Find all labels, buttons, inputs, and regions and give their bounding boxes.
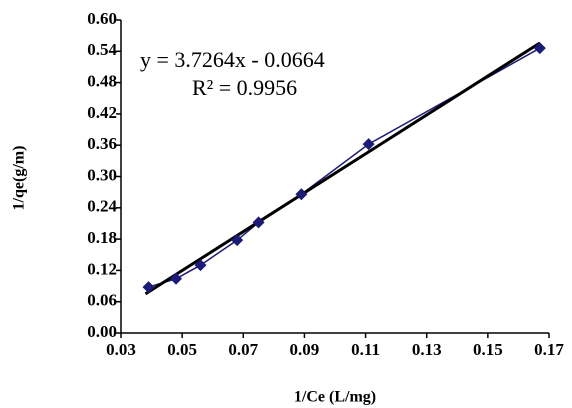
trendline [144, 41, 541, 296]
y-tick-label: 0.60 [87, 9, 117, 28]
y-tick-label: 0.18 [87, 228, 117, 247]
x-axis-title: 1/Ce (L/mg) [294, 389, 376, 406]
y-tick-label: 0.48 [87, 72, 117, 91]
point [252, 216, 265, 229]
y-tick-label: 0.24 [87, 197, 117, 216]
equation: y = 3.7264x - 0.0664 [140, 47, 325, 72]
y-tick-label: 0.12 [87, 259, 117, 278]
x-tick-label: 0.05 [167, 340, 197, 359]
x-tick-label: 0.11 [351, 340, 380, 359]
point [231, 234, 244, 247]
y-tick-label: 0.06 [87, 291, 117, 310]
point [142, 281, 155, 294]
x-tick-label: 0.07 [228, 340, 258, 359]
x-tick-label: 0.03 [106, 340, 136, 359]
x-tick-label: 0.09 [290, 340, 320, 359]
x-tick-label: 0.13 [412, 340, 442, 359]
point [170, 272, 183, 285]
point [533, 42, 546, 55]
x-tick-label: 0.17 [534, 340, 564, 359]
point [295, 188, 308, 201]
y-tick-label: 0.30 [87, 165, 117, 184]
y-tick-label: 0.42 [87, 103, 117, 122]
x-tick-label: 0.15 [473, 340, 503, 359]
r-squared: R² = 0.9956 [192, 75, 297, 100]
y-tick-label: 0.00 [87, 322, 117, 341]
series-line [148, 47, 541, 288]
y-tick-label: 0.36 [87, 134, 117, 153]
point [362, 138, 375, 151]
y-axis-title: 1/qe(g/m) [11, 146, 28, 211]
point [194, 259, 207, 272]
y-tick-label: 0.54 [87, 40, 117, 59]
